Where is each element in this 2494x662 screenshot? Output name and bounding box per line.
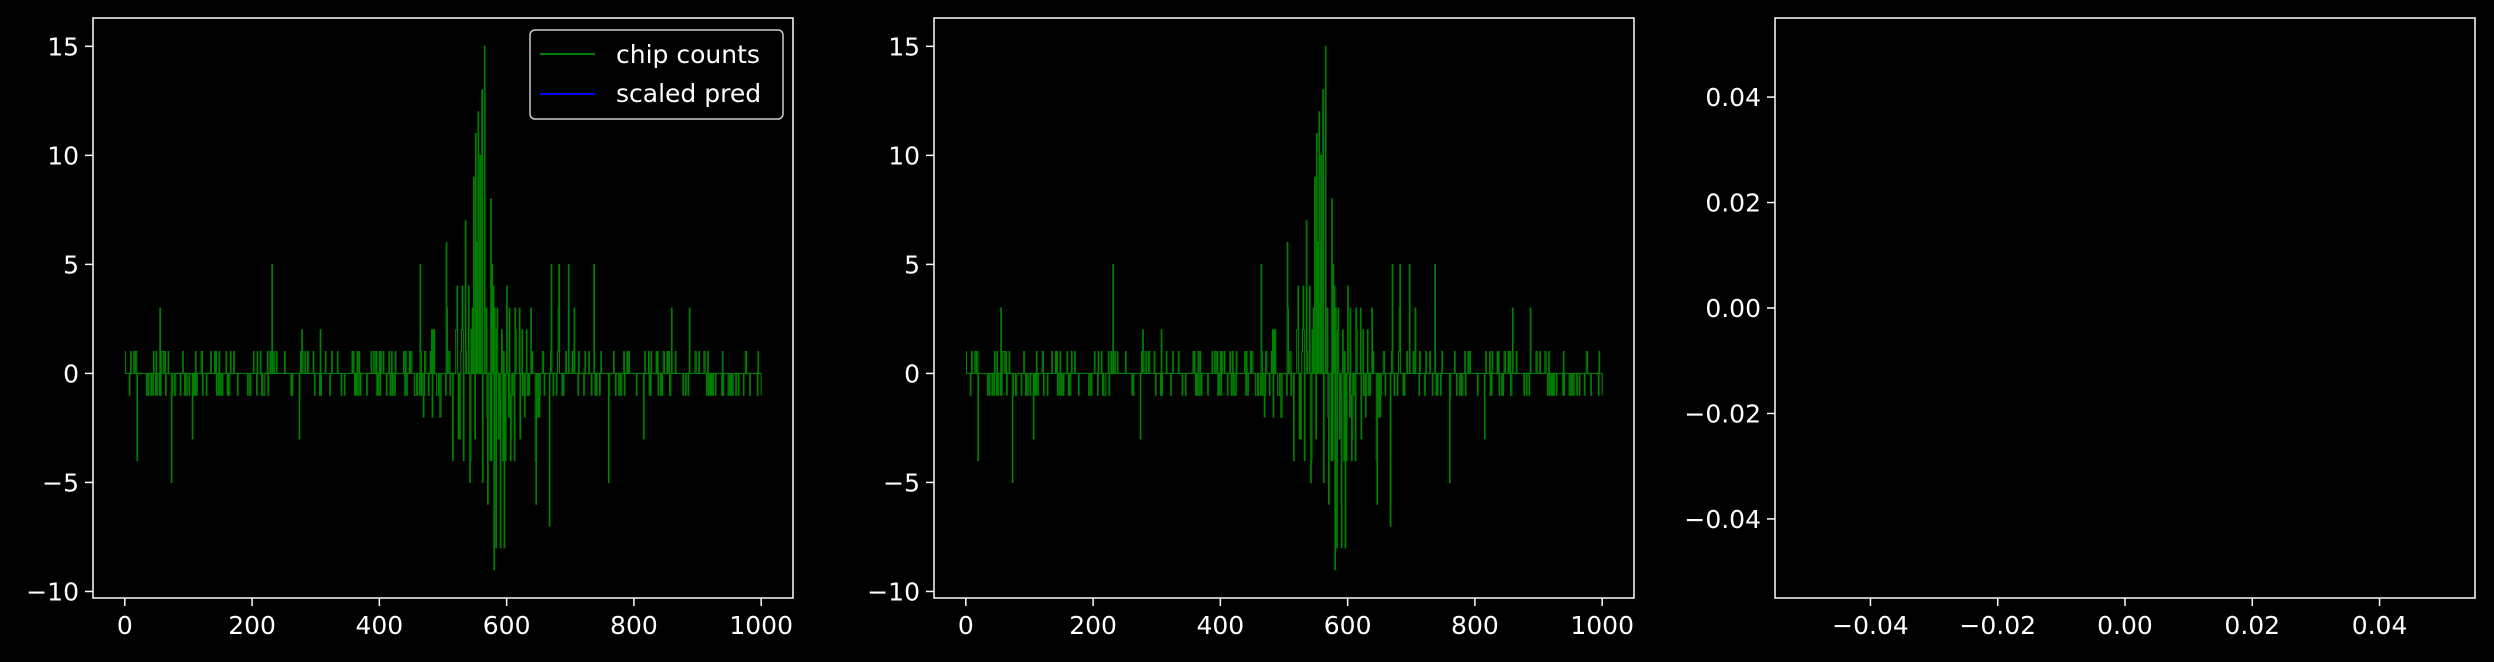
left-chart-legend: chip counts scaled pred bbox=[529, 29, 784, 120]
x-tick-label: 800 bbox=[610, 611, 658, 640]
x-tick-label: 200 bbox=[228, 611, 276, 640]
y-tick-label: 0.04 bbox=[1705, 83, 1761, 112]
y-tick-label: 5 bbox=[904, 250, 920, 279]
y-tick-label: 0.02 bbox=[1705, 189, 1761, 218]
x-tick-label: 0.00 bbox=[2097, 611, 2153, 640]
x-tick-label: 0.04 bbox=[2352, 611, 2408, 640]
right-chart: −0.04 −0.02 0.00 0.02 0.04 −0.04 −0.02 0.00 0.02… bbox=[1684, 17, 2476, 640]
left-chart-plot bbox=[124, 45, 762, 571]
x-tick-label: 0 bbox=[958, 611, 974, 640]
right-chart-frame bbox=[1774, 17, 2476, 599]
left-chart: 0 200 400 600 800 1000 −10 −5 0 5 10 15 chip counts… bbox=[26, 17, 794, 640]
right-chart-ticks bbox=[1767, 96, 2381, 606]
legend-box bbox=[529, 29, 784, 120]
y-tick-label: 10 bbox=[47, 141, 79, 170]
y-tick-label: −0.04 bbox=[1684, 505, 1761, 534]
x-tick-label: 400 bbox=[356, 611, 404, 640]
middle-chart-plot bbox=[965, 45, 1603, 571]
x-tick-label: 0.02 bbox=[2224, 611, 2280, 640]
x-tick-label: 800 bbox=[1451, 611, 1499, 640]
series-line-chip-counts bbox=[124, 45, 762, 571]
x-tick-label: 600 bbox=[483, 611, 531, 640]
x-tick-label: 400 bbox=[1197, 611, 1245, 640]
legend-label-scaled-pred: scaled pred bbox=[616, 79, 761, 108]
y-tick-label: −5 bbox=[883, 468, 920, 497]
x-tick-label: −0.02 bbox=[1959, 611, 2036, 640]
x-tick-label: 1000 bbox=[1570, 611, 1634, 640]
middle-chart-frame bbox=[933, 17, 1635, 599]
y-tick-label: 0.00 bbox=[1705, 294, 1761, 323]
x-tick-label: 1000 bbox=[729, 611, 793, 640]
y-tick-label: −10 bbox=[26, 577, 79, 606]
x-tick-label: −0.04 bbox=[1832, 611, 1909, 640]
left-chart-frame bbox=[92, 17, 794, 599]
y-tick-label: 15 bbox=[47, 32, 79, 61]
right-chart-tick-labels: −0.04 −0.02 0.00 0.02 0.04 −0.04 −0.02 0.00 0.02… bbox=[1684, 83, 2407, 640]
y-tick-label: 5 bbox=[63, 250, 79, 279]
x-tick-label: 200 bbox=[1069, 611, 1117, 640]
x-tick-label: 0 bbox=[117, 611, 133, 640]
left-chart-ticks bbox=[85, 45, 762, 606]
x-tick-label: 600 bbox=[1324, 611, 1372, 640]
left-chart-tick-labels: 0 200 400 600 800 1000 −10 −5 0 5 10 15 bbox=[26, 32, 793, 640]
legend-label-chip-counts: chip counts bbox=[616, 40, 760, 69]
y-tick-label: −5 bbox=[42, 468, 79, 497]
y-tick-label: 0 bbox=[904, 359, 920, 388]
y-tick-label: 15 bbox=[888, 32, 920, 61]
middle-chart: 0 200 400 600 800 1000 −10 −5 0 5 10 15 bbox=[867, 17, 1635, 640]
y-tick-label: 10 bbox=[888, 141, 920, 170]
y-tick-label: −10 bbox=[867, 577, 920, 606]
series-line-chip-counts bbox=[965, 45, 1603, 571]
y-tick-label: −0.02 bbox=[1684, 399, 1761, 428]
middle-chart-tick-labels: 0 200 400 600 800 1000 −10 −5 0 5 10 15 bbox=[867, 32, 1634, 640]
y-tick-label: 0 bbox=[63, 359, 79, 388]
middle-chart-ticks bbox=[926, 45, 1603, 606]
